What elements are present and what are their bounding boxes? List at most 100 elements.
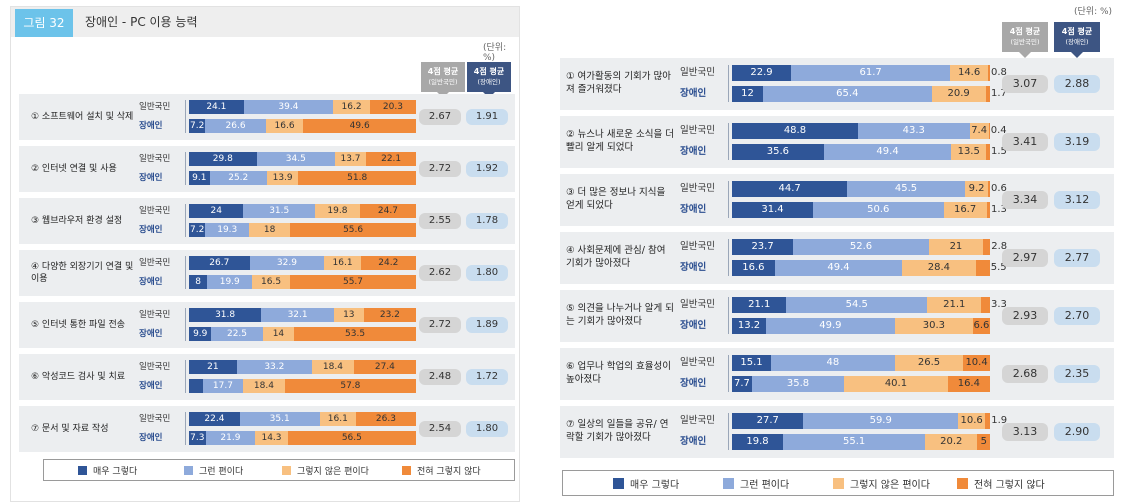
bar-segment-not-at-all: 57.8 (284, 379, 416, 393)
stacked-bar-general: 26.7 32.9 16.1 24.2 (189, 256, 416, 270)
bar-segment-not-much: 18.4 (243, 379, 285, 393)
row-label-text: ⑦ 문서 및 자료 작성 (31, 423, 109, 434)
bar-segment-not-at-all: 49.6 (303, 119, 416, 133)
bar-segment-not-at-all: 23.2 (363, 308, 417, 322)
bar-segment-somewhat: 49.9 (766, 318, 895, 334)
avg-disabled: 1.72 (466, 369, 508, 385)
stacked-bar-disabled: 8 19.9 16.5 55.7 (189, 275, 417, 289)
bar-segment-not-at-all: 55.7 (289, 275, 417, 289)
figure-number-badge: 그림 32 (15, 9, 73, 37)
bar-segment-not-at-all: 10.4 (963, 355, 990, 371)
bar-segment-very: 21 (189, 360, 237, 374)
group-label-general: 일반국민 (139, 414, 171, 424)
group-label-general: 일반국민 (680, 183, 715, 194)
bar-value-label: 0.6 (990, 183, 1007, 194)
bar-segment-not-much: 13.5 (951, 144, 987, 160)
legend-item-not-at-all: 전혀 그렇지 않다 (957, 476, 1045, 491)
bar-segment-not-much: 26.5 (894, 355, 964, 371)
avg-general: 3.41 (1002, 133, 1048, 151)
bar-segment-not-much: 16.1 (319, 412, 357, 426)
chart-row: ③ 웹브라우저 환경 설정 일반국민 장애인 24 31.5 19.8 24.7 7.2 19.… (19, 198, 515, 244)
group-divider (185, 412, 186, 445)
stacked-bar-disabled: 13.2 49.9 30.3 6.6 (732, 318, 990, 334)
stacked-bar-general: 29.8 34.5 13.7 22.1 (189, 152, 417, 166)
avg-disabled: 1.78 (466, 213, 508, 229)
chart-row: ⑦ 문서 및 자료 작성 일반국민 장애인 22.4 35.1 16.1 26.3 7.3 21… (19, 406, 515, 452)
bar-segment-somewhat: 33.2 (236, 360, 313, 374)
avg-disabled: 2.35 (1054, 365, 1100, 383)
avg-general: 2.67 (419, 109, 461, 125)
group-label-disabled: 장애인 (139, 121, 163, 131)
avg-disabled: 3.19 (1054, 133, 1100, 151)
bar-segment-not-much: 13.7 (334, 152, 367, 166)
bar-segment-not-at-all: 0.8 (987, 65, 1007, 81)
bar-segment-somewhat: 35.1 (239, 412, 320, 426)
group-label-general: 일반국민 (680, 125, 715, 136)
bar-segment-not-much: 10.6 (958, 413, 986, 429)
legend-label: 매우 그렇다 (93, 467, 138, 477)
bar-segment-very: 12 (732, 86, 763, 102)
stacked-bar-general: 48.8 43.3 7.4 0.4 (732, 123, 1007, 139)
bar-segment-somewhat: 52.6 (793, 239, 929, 255)
stacked-bar-general: 24 31.5 19.8 24.7 (189, 204, 416, 218)
group-label-general: 일반국민 (680, 241, 715, 252)
bar-segment-somewhat: 48 (770, 355, 895, 371)
bar-segment-very: 7.7 (732, 376, 752, 392)
group-divider (185, 152, 186, 185)
bar-segment-not-much: 20.9 (931, 86, 986, 102)
row-label-text: ④ 사회문제에 관심/ 참여 기회가 많아졌다 (566, 245, 666, 269)
bar-segment-somewhat: 55.1 (783, 434, 926, 450)
group-label-general: 일반국민 (139, 154, 171, 164)
stacked-bar-general: 21 33.2 18.4 27.4 (189, 360, 416, 374)
bar-segment-very: 23.7 (732, 239, 794, 255)
group-divider (728, 239, 729, 276)
bar-segment-not-at-all: 26.3 (356, 412, 416, 426)
legend-item-very: 매우 그렇다 (78, 464, 137, 477)
row-label: ⑥ 악성코드 검사 및 치료 (31, 354, 135, 400)
group-label-general: 일반국민 (680, 299, 715, 310)
group-divider (185, 308, 186, 341)
bar-value-label: 0.8 (990, 67, 1007, 78)
stacked-bar-disabled: 12 65.4 20.9 1.7 (732, 86, 1007, 102)
bar-segment-somewhat: 21.9 (205, 431, 256, 445)
row-label: ⑦ 문서 및 자료 작성 (31, 406, 135, 452)
avg-general: 2.72 (419, 317, 461, 333)
legend-swatch (282, 466, 291, 475)
avg-disabled: 1.80 (466, 265, 508, 281)
bar-segment-very: 9.1 (189, 171, 210, 185)
group-divider (728, 65, 729, 102)
bar-segment-not-much: 21 (928, 239, 984, 255)
bar-segment-somewhat: 54.5 (786, 297, 928, 313)
chart-row: ④ 다양한 외장기기 연결 및 이용 일반국민 장애인 26.7 32.9 16.1 24.… (19, 250, 515, 296)
legend-swatch (78, 466, 87, 475)
bar-segment-not-much: 16.5 (252, 275, 290, 289)
bar-segment-not-much: 28.4 (902, 260, 976, 276)
avg-header-disabled-title: 4점 평균 (1061, 27, 1093, 36)
group-divider (185, 100, 186, 133)
chart-row: ④ 사회문제에 관심/ 참여 기회가 많아졌다 일반국민 장애인 23.7 52.6 21… (560, 232, 1114, 284)
row-label-text: ⑤ 의견을 나누거나 알게 되는 기회가 많아졌다 (566, 303, 674, 327)
group-label-disabled: 장애인 (139, 173, 163, 183)
row-label-text: ⑦ 일상의 일들을 공유/ 연락할 기회가 많아졌다 (566, 419, 669, 443)
group-divider (728, 355, 729, 392)
unit-label: (단위: %) (1074, 7, 1113, 17)
stacked-bar-disabled: 19.8 55.1 20.2 5 (732, 434, 991, 450)
bar-segment-very: 9.9 (189, 327, 212, 341)
bar-value-label: 1.5 (990, 146, 1007, 157)
legend-label: 전혀 그렇지 않다 (974, 480, 1045, 491)
row-label: ④ 사회문제에 관심/ 참여 기회가 많아졌다 (566, 232, 674, 284)
avg-header-general-title: 4점 평균 (427, 67, 459, 76)
bar-segment-somewhat: 61.7 (791, 65, 951, 81)
bar-segment-not-at-all: 3.3 (981, 297, 1007, 313)
bar-segment-very: 44.7 (732, 181, 848, 197)
stacked-bar-general: 27.7 59.9 10.6 1.9 (732, 413, 1007, 429)
bar-segment-not-at-all: 27.4 (353, 360, 416, 374)
figure-title: 장애인 - PC 이용 능력 (85, 15, 198, 29)
bar-segment-not-much: 14 (262, 327, 295, 341)
bar-segment-not-much: 40.1 (844, 376, 948, 392)
bar-segment-not-at-all: 55.6 (290, 223, 417, 237)
bar-segment-not-at-all: 51.8 (298, 171, 416, 185)
avg-general: 2.55 (419, 213, 461, 229)
bar-segment-not-much: 16.2 (333, 100, 370, 114)
group-divider (185, 204, 186, 237)
